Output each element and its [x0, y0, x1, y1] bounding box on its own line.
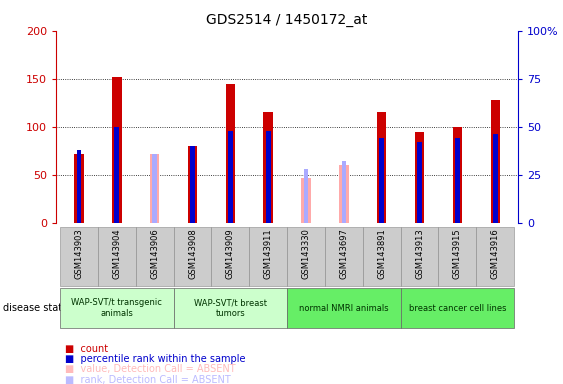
- Text: ■  rank, Detection Call = ABSENT: ■ rank, Detection Call = ABSENT: [65, 375, 230, 384]
- Text: ■  percentile rank within the sample: ■ percentile rank within the sample: [65, 354, 245, 364]
- Text: GSM143909: GSM143909: [226, 228, 235, 279]
- Text: disease state  ►: disease state ►: [3, 303, 82, 313]
- Text: GSM143904: GSM143904: [113, 228, 122, 279]
- Text: normal NMRI animals: normal NMRI animals: [299, 304, 388, 313]
- Text: GSM143903: GSM143903: [74, 228, 83, 279]
- Bar: [263, 113, 273, 223]
- Bar: [453, 127, 462, 223]
- Text: GSM143697: GSM143697: [339, 228, 348, 279]
- Bar: [379, 138, 384, 223]
- Text: GSM143913: GSM143913: [415, 228, 424, 279]
- Bar: [415, 131, 425, 223]
- Bar: [153, 154, 157, 223]
- Bar: [339, 165, 348, 223]
- Bar: [150, 154, 159, 223]
- Bar: [74, 154, 84, 223]
- Text: WAP-SVT/t transgenic
animals: WAP-SVT/t transgenic animals: [72, 298, 162, 318]
- Bar: [114, 127, 119, 223]
- Text: GSM143891: GSM143891: [377, 228, 386, 279]
- Bar: [77, 150, 82, 223]
- Bar: [266, 131, 271, 223]
- Text: GSM143330: GSM143330: [302, 228, 311, 279]
- Bar: [377, 113, 386, 223]
- Bar: [226, 84, 235, 223]
- Bar: [490, 100, 500, 223]
- Bar: [417, 142, 422, 223]
- Text: ■  count: ■ count: [65, 344, 108, 354]
- Text: GSM143911: GSM143911: [263, 228, 272, 279]
- Text: GSM143915: GSM143915: [453, 228, 462, 279]
- Bar: [188, 146, 197, 223]
- Bar: [228, 131, 233, 223]
- Bar: [342, 161, 346, 223]
- Bar: [190, 146, 195, 223]
- Text: breast cancer cell lines: breast cancer cell lines: [409, 304, 506, 313]
- Bar: [301, 178, 311, 223]
- Bar: [455, 138, 460, 223]
- Text: GSM143906: GSM143906: [150, 228, 159, 279]
- Bar: [112, 77, 122, 223]
- Title: GDS2514 / 1450172_at: GDS2514 / 1450172_at: [207, 13, 368, 27]
- Text: GSM143908: GSM143908: [188, 228, 197, 279]
- Text: WAP-SVT/t breast
tumors: WAP-SVT/t breast tumors: [194, 298, 267, 318]
- Bar: [303, 169, 309, 223]
- Text: ■  value, Detection Call = ABSENT: ■ value, Detection Call = ABSENT: [65, 364, 235, 374]
- Text: GSM143916: GSM143916: [491, 228, 500, 279]
- Bar: [493, 134, 498, 223]
